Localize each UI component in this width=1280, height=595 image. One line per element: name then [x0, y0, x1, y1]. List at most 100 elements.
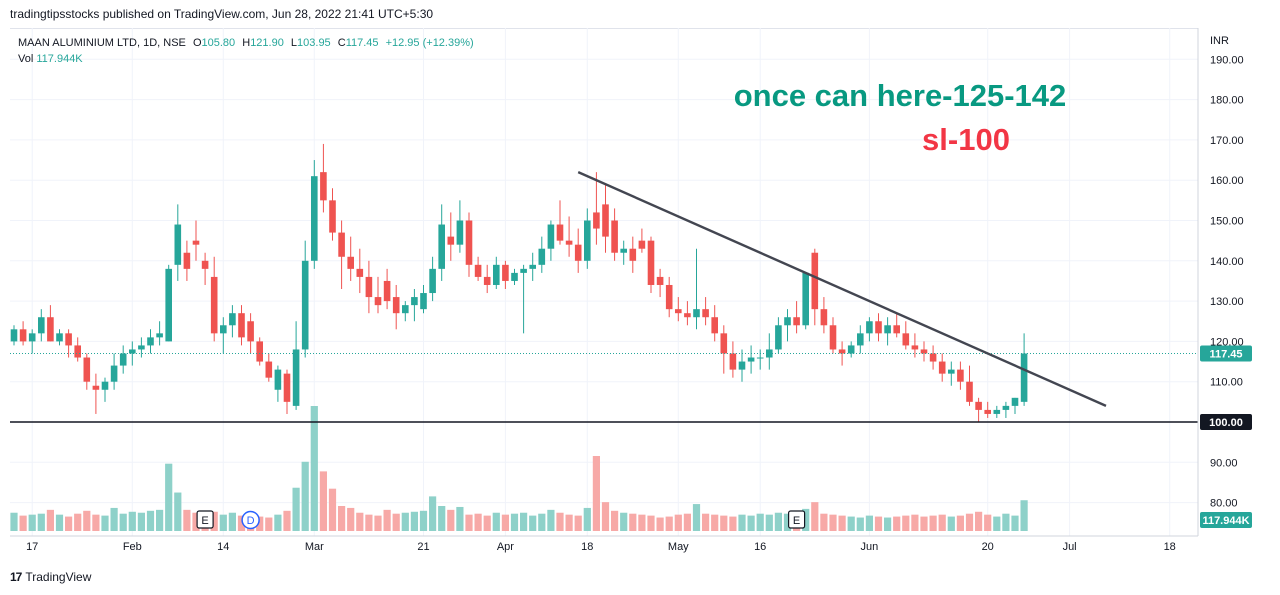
volume-bar — [192, 512, 200, 531]
volume-bar — [856, 517, 864, 531]
candle-body — [811, 252, 819, 310]
grid-layer — [10, 28, 1198, 536]
volume-bar — [802, 508, 810, 531]
candle-body — [520, 268, 527, 273]
candle-body — [1011, 397, 1019, 406]
volume-bar — [374, 515, 382, 531]
candle-body — [857, 333, 864, 346]
volume-bar — [984, 514, 992, 531]
candle-body — [502, 264, 509, 281]
legend-close-label: C — [337, 37, 346, 49]
candle-body — [47, 317, 54, 342]
volume-bar — [874, 516, 883, 531]
candle-body — [747, 357, 755, 362]
volume-bar — [492, 512, 500, 531]
volume-bar — [65, 516, 73, 531]
volume-bar — [274, 514, 282, 531]
candle-body — [429, 268, 436, 294]
volume-bar — [720, 515, 728, 531]
candle-body — [893, 325, 900, 334]
y-tick-label: 120.00 — [1210, 336, 1244, 348]
volume-bar — [847, 516, 855, 531]
candle-body — [511, 272, 518, 281]
publisher-line: tradingtipsstocks published on TradingVi… — [10, 7, 434, 21]
candle-body — [547, 224, 555, 249]
volume-bar — [556, 512, 564, 531]
candle-body — [301, 260, 309, 350]
volume-bar — [884, 517, 892, 531]
earnings-marker-icon — [787, 510, 806, 529]
y-tick-label: 80.00 — [1210, 498, 1238, 510]
candle-body — [656, 276, 664, 285]
stop-loss-annotation: sl-100 — [922, 122, 1010, 157]
volume-bar — [783, 513, 792, 531]
candle-body — [220, 325, 227, 334]
volume-bar — [1002, 513, 1010, 531]
volume-bar — [520, 512, 528, 531]
volume-bar — [429, 496, 437, 531]
candle-body — [847, 345, 855, 354]
candle-body — [775, 325, 782, 350]
candle-body — [474, 264, 482, 277]
legend-high-value: 121.90 — [250, 37, 284, 49]
candle-body — [647, 240, 655, 285]
volume-bar — [465, 514, 473, 531]
volume-bar — [692, 504, 701, 531]
candle-body — [347, 256, 354, 269]
volume-bar — [538, 513, 546, 531]
volume-bar — [328, 488, 337, 531]
volume-bar — [283, 510, 291, 531]
candle-body — [356, 268, 364, 277]
volume-bar — [365, 514, 373, 531]
legend: MAAN ALUMINIUM LTD, 1D, NSE O105.80 H121… — [18, 35, 474, 67]
candle-body — [256, 341, 263, 362]
candle-body — [565, 240, 573, 245]
candle-body — [993, 409, 1001, 414]
volume-bar — [665, 516, 673, 531]
candle-body — [538, 248, 546, 265]
volume-bar — [893, 516, 901, 531]
volume-bar — [965, 513, 974, 531]
candle-body — [902, 333, 910, 346]
candle-body — [784, 317, 791, 326]
volume-bar — [756, 513, 764, 531]
candle-body — [174, 224, 182, 265]
x-tick-label: 17 — [26, 541, 38, 553]
candle-body — [584, 220, 591, 261]
volume-bar — [401, 512, 409, 531]
volume-bar — [565, 514, 573, 531]
candle-body — [793, 317, 800, 326]
volume-bar — [183, 509, 191, 531]
volume-bar — [419, 510, 428, 531]
volume-bar — [547, 509, 555, 531]
candle-body — [165, 268, 172, 342]
footer[interactable]: 17 TradingView — [10, 570, 91, 584]
volume-bar — [356, 512, 364, 531]
volume-bar — [83, 510, 91, 531]
candle-body — [675, 309, 682, 314]
candle-body — [402, 305, 409, 314]
dividend-marker-icon — [241, 510, 260, 530]
footer-brand: TradingView — [25, 570, 92, 584]
candle-body — [283, 373, 291, 402]
candle-body — [866, 321, 873, 334]
volume-bar — [137, 512, 145, 531]
candle-body — [92, 385, 100, 390]
candle-body — [201, 260, 209, 269]
candle-body — [693, 309, 700, 318]
x-tick-label: 14 — [217, 541, 229, 553]
volume-bar — [46, 509, 54, 531]
candle-body — [329, 200, 336, 233]
legend-vol-value: 117.944K — [36, 53, 83, 65]
volume-bar — [656, 517, 664, 531]
candle-body — [756, 357, 764, 359]
candle-body — [438, 224, 445, 269]
volume-bar — [347, 507, 355, 531]
candle-body — [292, 349, 300, 406]
last-price-badge-text: 117.45 — [1209, 348, 1242, 360]
candle-body — [920, 349, 928, 354]
candle-body — [720, 333, 728, 354]
candle-body — [210, 276, 218, 334]
candle-body — [420, 293, 427, 310]
